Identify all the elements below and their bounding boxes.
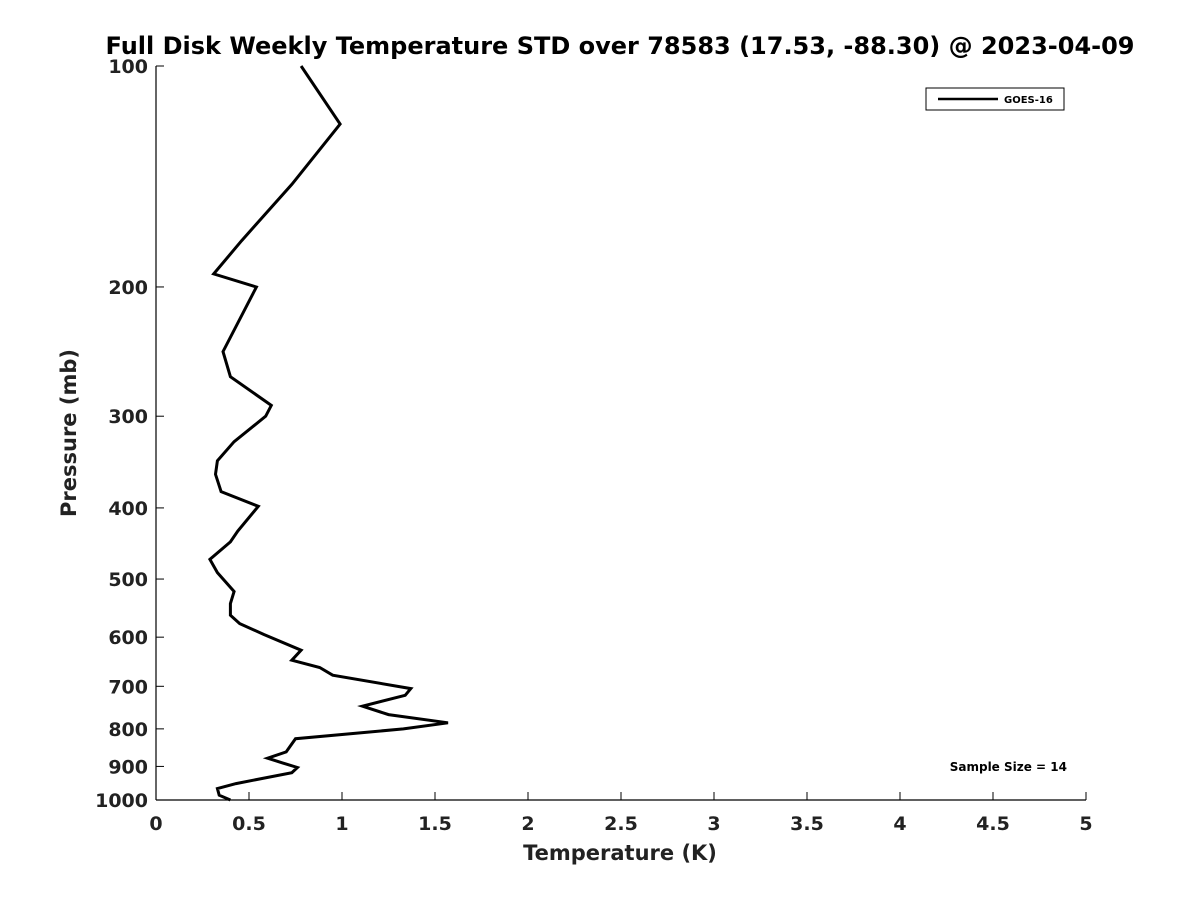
y-axis-label: Pressure (mb): [57, 349, 81, 517]
x-tick-label: 0: [149, 813, 162, 835]
x-tick-label: 2: [521, 813, 534, 835]
x-tick-label: 2.5: [604, 813, 638, 835]
y-tick-label: 400: [108, 498, 148, 520]
x-tick-label: 5: [1079, 813, 1092, 835]
plot-area: 0 0.5 1 1.5 2 2.5 3 3.5 4 4.5 5 100 200 300 400 500 600…: [95, 56, 1093, 835]
x-tick-label: 4: [893, 813, 906, 835]
y-tick-label: 200: [108, 277, 148, 299]
x-tick-label: 4.5: [976, 813, 1010, 835]
x-tick-label: 0.5: [232, 813, 266, 835]
y-tick-label: 900: [108, 756, 148, 778]
y-tick-label: 700: [108, 676, 148, 698]
y-tick-label: 100: [108, 56, 148, 78]
x-ticks: 0 0.5 1 1.5 2 2.5 3 3.5 4 4.5 5: [149, 792, 1093, 835]
x-tick-label: 3.5: [790, 813, 824, 835]
x-tick-label: 1: [335, 813, 348, 835]
y-tick-label: 1000: [95, 790, 148, 812]
y-tick-label: 800: [108, 719, 148, 741]
y-tick-label: 600: [108, 627, 148, 649]
y-ticks: 100 200 300 400 500 600 700 800 900 1000: [95, 56, 164, 812]
y-tick-label: 500: [108, 569, 148, 591]
y-tick-label: 300: [108, 406, 148, 428]
legend: GOES-16: [925, 87, 1065, 111]
legend-entry-goes-16: GOES-16: [1004, 95, 1053, 106]
x-tick-label: 3: [707, 813, 720, 835]
x-axis-label: Temperature (K): [523, 841, 717, 865]
x-tick-label: 1.5: [418, 813, 452, 835]
series-layer: [207, 65, 449, 802]
chart-title: Full Disk Weekly Temperature STD over 78…: [106, 32, 1135, 60]
sample-size-annotation: Sample Size = 14: [950, 760, 1067, 774]
series-line-goes-16: [207, 65, 449, 802]
